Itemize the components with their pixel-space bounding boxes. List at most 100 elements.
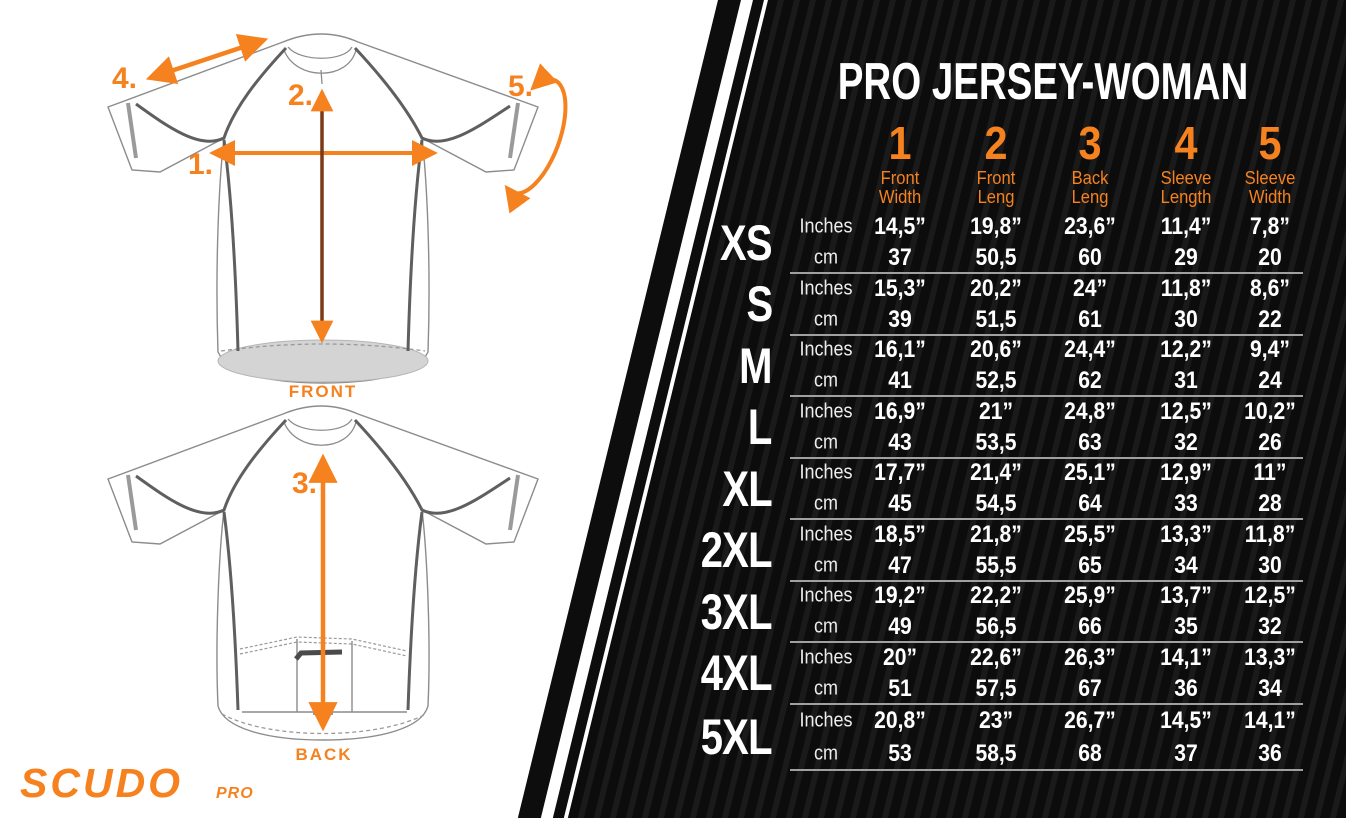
column-header-back-leng: 3 Back Leng <box>1070 120 1110 207</box>
column-label-line1: Sleeve <box>1244 168 1296 188</box>
measurement-value: 45 <box>888 489 912 517</box>
measurement-value: 24,8” <box>1064 397 1116 425</box>
measurement-value: 22 <box>1258 305 1282 333</box>
unit-label: cm <box>813 615 839 638</box>
brand-name: SCUDO <box>20 760 183 806</box>
column-label-line2: Length <box>1160 187 1212 207</box>
row-separator <box>790 334 1303 336</box>
unit-label: Inches <box>799 338 853 361</box>
cm-values-row: cm 53 58,5 68 37 36 <box>0 737 1346 770</box>
measurement-value: 26,3” <box>1064 643 1116 671</box>
cm-values-row: cm 51 57,5 67 36 34 <box>0 673 1346 704</box>
back-raglan-seam-left <box>135 418 288 515</box>
column-label: Back Leng <box>1072 169 1109 207</box>
brand-sub: PRO <box>216 785 254 802</box>
measurement-value: 55,5 <box>975 551 1017 579</box>
back-side-seam-right <box>406 511 424 711</box>
measurement-value: 20,8” <box>874 706 926 734</box>
column-label: Sleeve Length <box>1161 169 1212 207</box>
unit-label: Inches <box>799 400 853 422</box>
measurement-value: 10,2” <box>1244 397 1296 425</box>
inches-values-row: Inches 16,9” 21” 24,8” 12,5” 10,2” <box>0 396 1346 427</box>
brand-logo: SCUDO PRO <box>20 760 254 806</box>
measurement-value: 8,6” <box>1250 274 1290 302</box>
measurement-value: 23,6” <box>1064 213 1116 241</box>
size-label: XL <box>722 460 772 517</box>
measurement-value: 24,4” <box>1064 336 1116 364</box>
inches-values-row: Inches 18,5” 21,8” 25,5” 13,3” 11,8” <box>0 519 1346 550</box>
measurement-value: 11,8” <box>1160 274 1212 302</box>
measurement-value: 36 <box>1258 739 1282 767</box>
measurement-value: 57,5 <box>975 674 1017 702</box>
measurement-value: 11,8” <box>1244 520 1296 548</box>
measurement-value: 53,5 <box>975 428 1017 456</box>
column-label-line1: Back <box>1071 168 1109 188</box>
measurement-value: 18,5” <box>874 520 926 548</box>
measurement-value: 17,7” <box>874 459 926 487</box>
size-row-xl: XL Inches 17,7” 21,4” 25,1” 12,9” 11” cm 45 54,5 6… <box>0 458 1346 519</box>
back-caption: BACK <box>295 745 352 764</box>
measurement-value: 67 <box>1078 674 1102 702</box>
measurement-value: 23” <box>978 706 1014 734</box>
measurement-arrows-back: 3. BACK <box>292 453 352 764</box>
row-separator <box>790 769 1303 771</box>
measurement-value: 56,5 <box>975 612 1017 640</box>
unit-label: cm <box>813 308 839 330</box>
cm-values-row: cm 47 55,5 65 34 30 <box>0 550 1346 581</box>
back-side-seam-left <box>222 511 240 711</box>
measurement-value: 16,9” <box>874 397 926 425</box>
measurement-value: 28 <box>1258 489 1282 517</box>
measurement-value: 21,8” <box>970 520 1022 548</box>
unit-label: Inches <box>799 709 853 731</box>
column-label-line2: Width <box>878 187 922 207</box>
measurement-value: 7,8” <box>1250 213 1290 241</box>
column-label-line2: Leng <box>1071 187 1109 207</box>
measure-label-5: 5. <box>508 70 533 103</box>
column-number: 4 <box>1174 117 1198 169</box>
size-row-5xl: 5XL Inches 20,8” 23” 26,7” 14,5” 14,1” cm 53 58,5… <box>0 704 1346 770</box>
column-label: Front Width <box>879 169 921 207</box>
cm-values-row: cm 49 56,5 66 35 32 <box>0 612 1346 643</box>
measurement-value: 49 <box>888 612 912 640</box>
cm-values-row: cm 43 53,5 63 32 26 <box>0 427 1346 458</box>
measure-label-2: 2. <box>288 79 313 112</box>
column-number: 3 <box>1078 117 1102 169</box>
unit-label: cm <box>813 246 839 269</box>
measurement-value: 64 <box>1078 489 1102 517</box>
measurement-value: 37 <box>888 243 912 271</box>
measure-arrow-4 <box>145 33 269 85</box>
measurement-value: 21,4” <box>970 459 1022 487</box>
measurement-value: 52,5 <box>975 366 1017 394</box>
measurement-arrows-front: 1. 2. 4. 5. FRONT <box>112 33 568 401</box>
measure-arrow-5 <box>504 63 568 214</box>
size-row-xs: XS Inches 14,5” 19,8” 23,6” 11,4” 7,8” cm 37 50,5… <box>0 212 1346 273</box>
measure-label-1: 1. <box>188 148 213 181</box>
column-header-front-leng: 2 Front Leng <box>975 120 1017 207</box>
measurement-value: 12,9” <box>1160 459 1212 487</box>
measurement-value: 20” <box>882 643 918 671</box>
inches-values-row: Inches 20” 22,6” 26,3” 14,1” 13,3” <box>0 642 1346 673</box>
row-separator <box>790 272 1303 274</box>
size-row-3xl: 3XL Inches 19,2” 22,2” 25,9” 13,7” 12,5” cm 49 56… <box>0 581 1346 642</box>
unit-label: cm <box>813 492 839 515</box>
size-label: 3XL <box>701 583 773 640</box>
measurement-value: 19,2” <box>874 582 926 610</box>
row-separator <box>790 580 1303 582</box>
measurement-value: 65 <box>1078 551 1102 579</box>
column-label-line1: Sleeve <box>1160 168 1212 188</box>
size-label: M <box>739 337 772 394</box>
measurement-value: 13,3” <box>1244 643 1296 671</box>
size-label: L <box>748 399 772 455</box>
measurement-value: 61 <box>1078 305 1102 333</box>
unit-label: cm <box>813 677 839 699</box>
page-title: PRO JERSEY-WOMAN <box>837 53 1249 111</box>
size-row-l: L Inches 16,9” 21” 24,8” 12,5” 10,2” cm 43 53,5 63… <box>0 396 1346 458</box>
measurement-value: 60 <box>1078 243 1102 271</box>
measurement-value: 32 <box>1174 428 1198 456</box>
row-separator <box>790 395 1303 397</box>
inches-values-row: Inches 15,3” 20,2” 24” 11,8” 8,6” <box>0 273 1346 304</box>
measurement-value: 34 <box>1174 551 1198 579</box>
measurement-value: 63 <box>1078 428 1102 456</box>
measurement-value: 30 <box>1174 305 1198 333</box>
measurement-value: 22,2” <box>970 582 1022 610</box>
